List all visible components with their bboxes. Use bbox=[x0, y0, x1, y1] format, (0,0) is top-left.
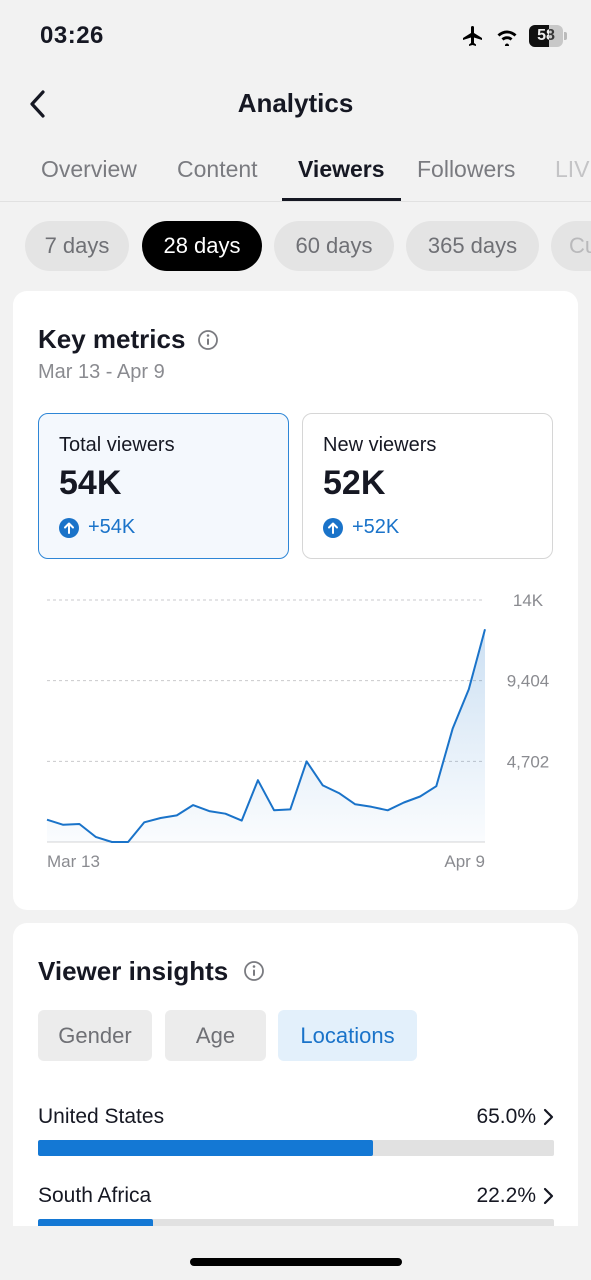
active-tab-indicator bbox=[282, 198, 401, 201]
battery-icon: 58 bbox=[529, 25, 567, 47]
chart-point bbox=[140, 818, 148, 826]
location-bar-fill bbox=[38, 1140, 374, 1156]
chart-point bbox=[303, 757, 311, 765]
arrow-up-circle-icon bbox=[59, 517, 79, 538]
chart-point bbox=[481, 625, 489, 633]
tab-live[interactable]: LIVE bbox=[555, 156, 591, 182]
chart-point bbox=[75, 820, 83, 828]
metric-value: 52K bbox=[323, 464, 386, 502]
chart-point bbox=[432, 782, 440, 790]
info-icon[interactable] bbox=[197, 329, 219, 351]
status-bar: 03:26 58 bbox=[0, 0, 591, 70]
viewer-insights-title: Viewer insights bbox=[38, 956, 229, 986]
status-icons: 58 bbox=[461, 24, 567, 48]
airplane-icon bbox=[463, 26, 482, 46]
chart-point bbox=[400, 799, 408, 807]
back-button[interactable] bbox=[18, 82, 58, 126]
location-percent: 22.2% bbox=[476, 1184, 536, 1207]
home-indicator[interactable] bbox=[190, 1258, 402, 1266]
tab-viewers[interactable]: Viewers bbox=[298, 156, 385, 182]
chart-point bbox=[449, 725, 457, 733]
chart-point bbox=[221, 810, 229, 818]
x-tick-label-start: Mar 13 bbox=[47, 852, 100, 871]
location-name: United States bbox=[38, 1105, 165, 1128]
y-tick-label-top: 14K bbox=[513, 591, 544, 610]
metric-label: New viewers bbox=[323, 434, 437, 456]
metric-change-value: +52K bbox=[352, 516, 400, 538]
y-tick-label-middle: 9,404 bbox=[507, 672, 550, 691]
tab-followers[interactable]: Followers bbox=[417, 156, 516, 182]
chart-point bbox=[270, 806, 278, 814]
key-metrics-card: Key metrics Mar 13 - Apr 9 Total viewers… bbox=[13, 291, 578, 910]
period-chip-7-days[interactable]: 7 days bbox=[25, 221, 129, 271]
battery-level: 58 bbox=[537, 27, 555, 44]
location-name: South Africa bbox=[38, 1184, 152, 1207]
chart-point bbox=[335, 789, 343, 797]
location-row-united-states[interactable]: United States 65.0% bbox=[38, 1105, 554, 1165]
chart-point bbox=[351, 800, 359, 808]
chart-point bbox=[254, 776, 262, 784]
chart-point bbox=[173, 811, 181, 819]
chart-point bbox=[465, 685, 473, 693]
chart-point bbox=[205, 807, 213, 815]
period-selector: 7 days 28 days 60 days 365 days Custom bbox=[0, 220, 591, 274]
chart-point bbox=[238, 817, 246, 825]
chart-point bbox=[384, 806, 392, 814]
viewer-insights-card: Viewer insights Gender Age Locations Uni… bbox=[13, 923, 578, 1263]
insight-tab-gender[interactable]: Gender bbox=[38, 1010, 152, 1061]
chart-point bbox=[286, 805, 294, 813]
date-range: Mar 13 - Apr 9 bbox=[38, 361, 165, 383]
tab-overview[interactable]: Overview bbox=[41, 156, 137, 182]
period-chip-60-days[interactable]: 60 days bbox=[274, 221, 394, 271]
chart-area-fill bbox=[47, 629, 485, 842]
arrow-up-circle-icon bbox=[323, 517, 343, 538]
page-title: Analytics bbox=[237, 88, 354, 118]
bottom-safe-area bbox=[0, 1226, 591, 1280]
chart-point bbox=[157, 814, 165, 822]
period-chip-custom[interactable]: Custom bbox=[551, 221, 591, 271]
wifi-icon bbox=[497, 30, 517, 46]
chevron-right-icon bbox=[543, 1108, 554, 1126]
metric-change: +52K bbox=[323, 516, 399, 539]
chart-point bbox=[416, 793, 424, 801]
chart-series-line bbox=[46, 629, 486, 843]
metric-total-viewers[interactable]: Total viewers 54K +54K bbox=[38, 413, 289, 559]
metric-label: Total viewers bbox=[59, 434, 175, 456]
x-tick-label-end: Apr 9 bbox=[444, 852, 485, 871]
period-chip-365-days[interactable]: 365 days bbox=[406, 221, 539, 271]
chart-point bbox=[319, 781, 327, 789]
header: Analytics bbox=[0, 72, 591, 136]
chart-point bbox=[189, 801, 197, 809]
location-percent: 65.0% bbox=[476, 1105, 536, 1128]
key-metrics-title: Key metrics bbox=[38, 324, 186, 354]
location-bar-track bbox=[38, 1140, 554, 1156]
metric-change-value: +54K bbox=[88, 516, 136, 538]
info-icon[interactable] bbox=[243, 960, 265, 982]
chart-point bbox=[43, 816, 51, 824]
viewers-line-chart[interactable]: Mar 13 Apr 9 14K 9,404 4,702 bbox=[13, 586, 578, 876]
chart-point bbox=[59, 821, 67, 829]
chevron-left-icon bbox=[30, 90, 45, 118]
tab-content[interactable]: Content bbox=[177, 156, 258, 182]
chart-point bbox=[92, 833, 100, 841]
y-tick-label-bottom: 4,702 bbox=[507, 752, 550, 771]
insight-tab-locations[interactable]: Locations bbox=[278, 1010, 417, 1061]
analytics-tabs: Overview Content Viewers Followers LIVE bbox=[0, 140, 591, 202]
insight-tab-age[interactable]: Age bbox=[165, 1010, 266, 1061]
period-chip-28-days[interactable]: 28 days bbox=[142, 221, 262, 271]
chart-point bbox=[367, 803, 375, 811]
metric-new-viewers[interactable]: New viewers 52K +52K bbox=[302, 413, 553, 559]
metric-value: 54K bbox=[59, 464, 122, 502]
chart-point bbox=[108, 838, 116, 846]
status-time: 03:26 bbox=[40, 22, 104, 49]
chevron-right-icon bbox=[543, 1187, 554, 1205]
chart-point bbox=[124, 838, 132, 846]
metric-change: +54K bbox=[59, 516, 135, 539]
